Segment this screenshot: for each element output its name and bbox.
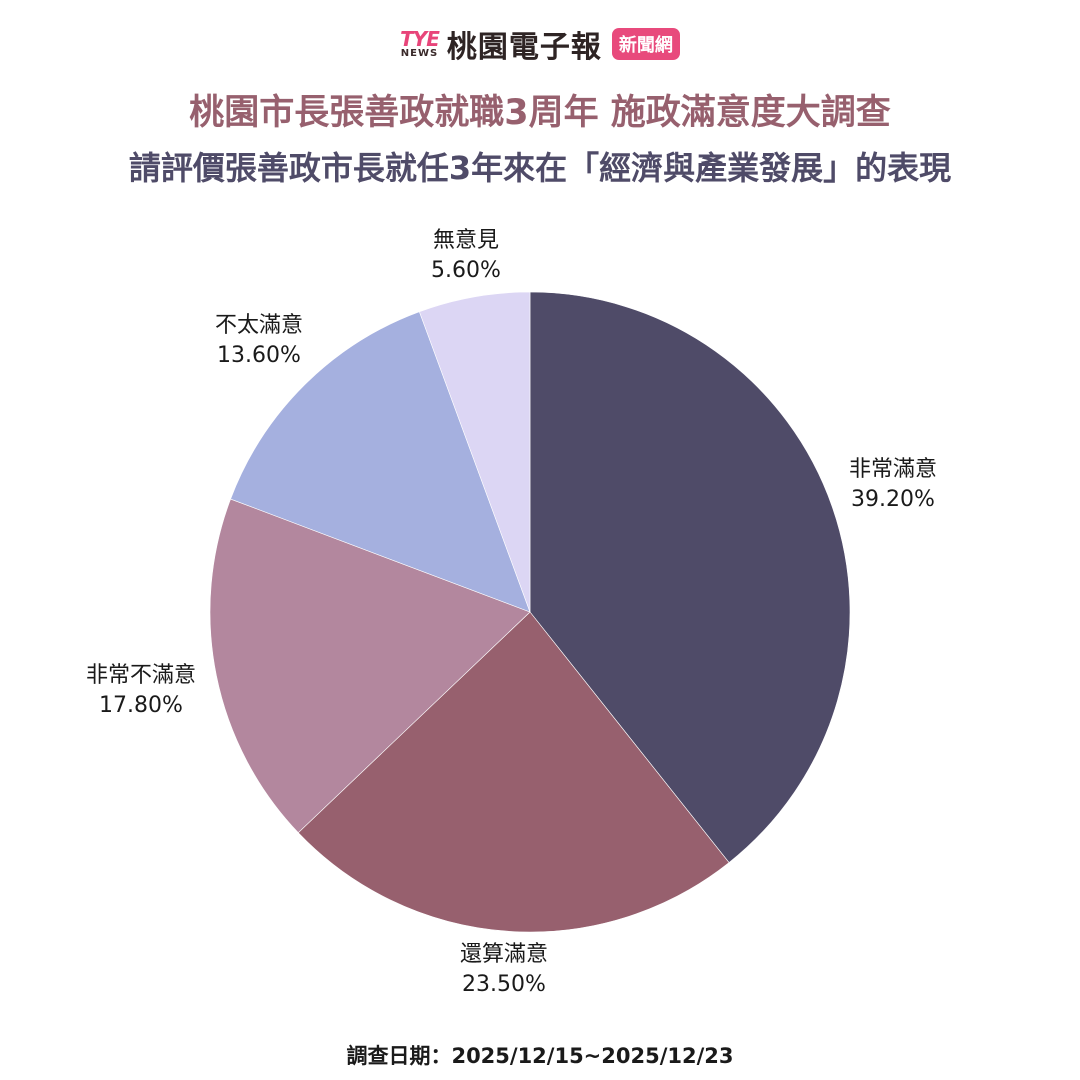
label-value: 17.80% — [99, 693, 183, 718]
chart-subtitle: 請評價張善政市長就任3年來在「經濟與產業發展」的表現 — [128, 149, 952, 187]
pie-slice — [297, 611, 730, 933]
label-value: 23.50% — [462, 972, 546, 997]
label-value: 13.60% — [217, 343, 301, 368]
label-no-opinion: 無意見 5.60% — [431, 226, 501, 286]
survey-date: 調查日期：2025/12/15~2025/12/23 — [346, 1044, 734, 1068]
label-very-satisfied: 非常滿意 39.20% — [849, 455, 937, 515]
logo-name: 桃園電子報 — [446, 30, 602, 65]
label-somewhat-dissatisfied: 不太滿意 13.60% — [215, 311, 303, 371]
label-fairly-satisfied: 還算滿意 23.50% — [460, 940, 548, 1000]
label-value: 5.60% — [431, 258, 501, 283]
logo-mark: TYE NEWS — [400, 27, 440, 59]
logo-tye: TYE — [400, 27, 440, 51]
label-name: 還算滿意 — [459, 942, 549, 967]
pie-slice — [209, 498, 531, 834]
logo-news: NEWS — [400, 48, 439, 59]
pie-slice — [230, 311, 531, 613]
logo: TYE NEWS 桃園電子報 新聞網 — [0, 22, 1080, 66]
pie-slice — [419, 291, 531, 613]
pie-slice — [529, 291, 851, 864]
label-name: 無意見 — [432, 228, 500, 253]
label-value: 39.20% — [851, 487, 935, 512]
label-name: 非常滿意 — [848, 457, 938, 482]
label-name: 非常不滿意 — [85, 663, 197, 688]
label-name: 不太滿意 — [214, 313, 304, 338]
label-very-dissatisfied: 非常不滿意 17.80% — [86, 661, 196, 721]
chart-title: 桃園市長張善政就職3周年 施政滿意度大調查 — [189, 93, 891, 133]
logo-badge: 新聞網 — [611, 28, 680, 60]
